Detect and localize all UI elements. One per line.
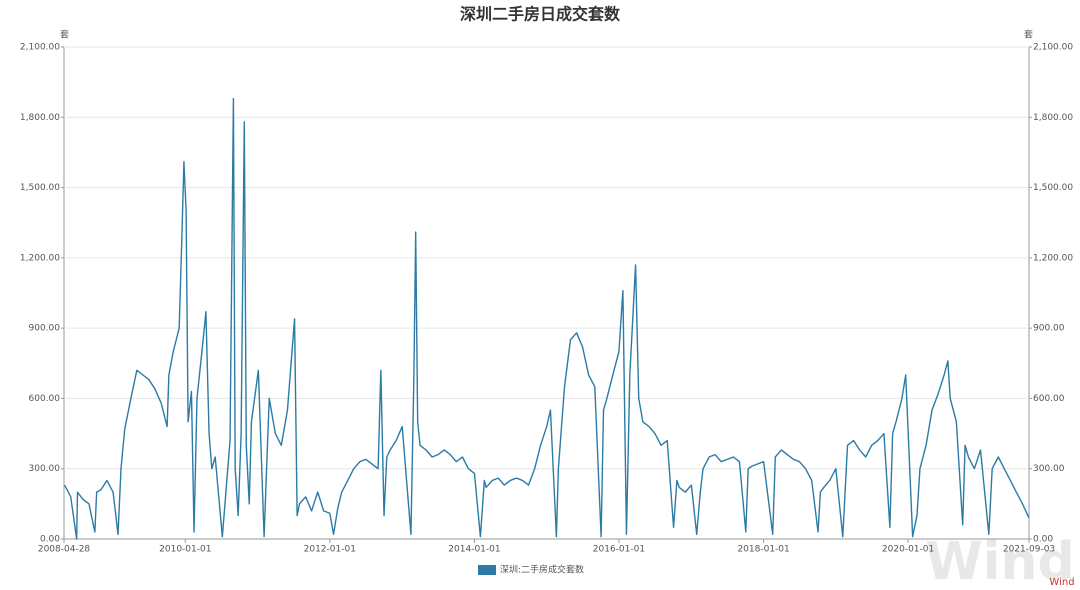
x-tick-label: 2021-09-03 [1003, 545, 1055, 555]
x-tick-label: 2014-01-01 [448, 545, 500, 555]
watermark: Wind [925, 532, 1074, 590]
legend-label: 深圳:二手房成交套数 [500, 564, 584, 576]
y2-tick-label: 0.00 [1033, 535, 1053, 545]
y-unit: 套 [60, 29, 69, 41]
source: Wind [1049, 577, 1074, 588]
y2-tick-label: 300.00 [1033, 464, 1065, 474]
y2-tick-label: 2,100.00 [1033, 43, 1073, 53]
y-tick-label: 1,500.00 [20, 183, 60, 193]
x-tick-label: 2016-01-01 [593, 545, 645, 555]
y2-unit: 套 [1024, 29, 1033, 41]
chart-title: 深圳二手房日成交套数 [460, 5, 621, 24]
y2-tick-label: 600.00 [1033, 394, 1065, 404]
y-tick-label: 600.00 [29, 394, 61, 404]
y-tick-label: 0.00 [40, 535, 60, 545]
y-tick-label: 1,200.00 [20, 253, 60, 263]
y2-tick-label: 1,800.00 [1033, 113, 1073, 123]
x-tick-label: 2020-01-01 [882, 545, 934, 555]
y-tick-label: 2,100.00 [20, 43, 60, 53]
y-tick-label: 900.00 [29, 324, 61, 334]
x-tick-label: 2012-01-01 [304, 545, 356, 555]
y-tick-label: 300.00 [29, 464, 61, 474]
x-tick-label: 2010-01-01 [159, 545, 211, 555]
x-tick-label: 2008-04-28 [38, 545, 91, 555]
line-series [63, 97, 1030, 540]
y-tick-label: 1,800.00 [20, 113, 60, 123]
y2-tick-label: 1,200.00 [1033, 253, 1073, 263]
legend-swatch [478, 565, 496, 575]
x-tick-label: 2018-01-01 [737, 545, 789, 555]
y2-tick-label: 900.00 [1033, 324, 1065, 334]
y2-tick-label: 1,500.00 [1033, 183, 1073, 193]
